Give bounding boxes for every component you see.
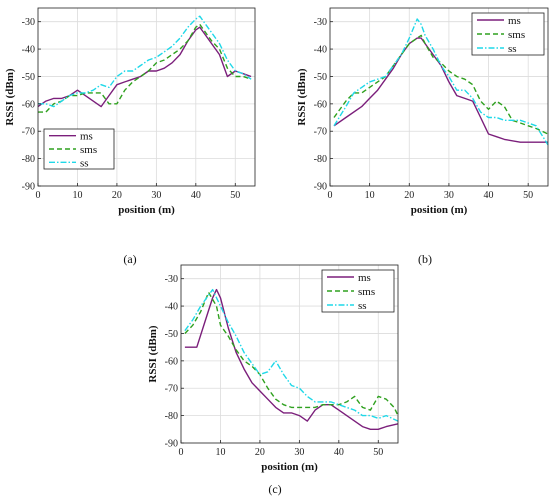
y-tick-label: -70 [165, 384, 178, 395]
series-line-ss [38, 15, 252, 108]
panel-label: (b) [418, 252, 432, 266]
y-tick-label: -80 [22, 154, 35, 165]
x-tick-label: 40 [484, 190, 494, 201]
series-line-sms [184, 291, 399, 416]
x-tick-label: 50 [523, 190, 533, 201]
x-tick-label: 10 [365, 190, 375, 201]
legend-label-ss: ss [80, 157, 89, 169]
x-tick-label: 10 [215, 447, 225, 458]
x-axis-label: position (m) [118, 204, 175, 216]
legend: ms sms ss [471, 12, 545, 56]
chart-panel-2: 0 10 20 30 40 50 -90 -80 -70 -60 -50 -40 -30 position… [296, 7, 549, 266]
x-axis-label: position (m) [261, 461, 318, 473]
x-tick-label: 50 [230, 190, 240, 201]
y-tick-label: -80 [314, 154, 327, 165]
axes-frame [37, 7, 256, 187]
series-line-ss [333, 18, 549, 146]
x-tick-label: 30 [294, 447, 304, 458]
axes-frame [180, 264, 399, 444]
legend-label-ss: ss [508, 43, 517, 55]
y-tick-label: -40 [165, 302, 178, 313]
y-tick-label: -30 [314, 17, 327, 28]
y-tick-label: -50 [314, 72, 327, 83]
y-tick-label: -90 [22, 182, 35, 193]
y-tick-label: -60 [165, 356, 178, 367]
x-tick-label: 20 [112, 190, 122, 201]
y-axis-label: RSSI (dBm) [4, 68, 16, 125]
series-line-sms [333, 34, 549, 135]
chart-panel-1: 0 10 20 30 40 50 -90 -80 -70 -60 -50 -40 -30 position… [4, 7, 256, 266]
legend-label-sms: sms [80, 144, 97, 156]
x-tick-label: 0 [36, 190, 41, 201]
y-tick-label: -50 [165, 329, 178, 340]
legend-label-sms: sms [508, 29, 525, 41]
y-axis-label: RSSI (dBm) [296, 68, 308, 125]
series-line-sms [38, 23, 252, 113]
y-tick-label: -70 [22, 127, 35, 138]
y-tick-label: -40 [314, 45, 327, 56]
y-tick-label: -30 [165, 274, 178, 285]
x-tick-label: 20 [404, 190, 414, 201]
legend-label-ms: ms [358, 272, 371, 284]
y-tick-label: -90 [165, 439, 178, 450]
x-tick-label: 30 [151, 190, 161, 201]
y-tick-label: -90 [314, 182, 327, 193]
panel-label: (c) [268, 482, 281, 496]
y-tick-label: -40 [22, 45, 35, 56]
panel-label: (a) [123, 252, 136, 266]
y-tick-label: -70 [314, 127, 327, 138]
legend-label-ss: ss [358, 300, 367, 312]
series-line-ss [184, 288, 399, 422]
legend-label-ms: ms [508, 15, 521, 27]
y-tick-label: -60 [22, 99, 35, 110]
x-tick-label: 0 [328, 190, 333, 201]
x-axis-label: position (m) [411, 204, 468, 216]
x-tick-label: 10 [72, 190, 82, 201]
series-line-ms [184, 288, 399, 430]
x-tick-label: 50 [373, 447, 383, 458]
x-tick-label: 30 [444, 190, 454, 201]
y-axis-label: RSSI (dBm) [147, 325, 159, 382]
y-tick-label: -60 [314, 99, 327, 110]
y-tick-label: -30 [22, 17, 35, 28]
x-tick-label: 0 [179, 447, 184, 458]
y-tick-label: -80 [165, 411, 178, 422]
chart-panel-3: 0 10 20 30 40 50 -90 -80 -70 -60 -50 -40 -30 position… [147, 264, 399, 496]
y-tick-label: -50 [22, 72, 35, 83]
x-tick-label: 40 [334, 447, 344, 458]
axes-frame [329, 7, 549, 187]
legend-label-sms: sms [358, 286, 375, 298]
x-tick-label: 40 [191, 190, 201, 201]
legend: ms sms ss [321, 269, 395, 313]
legend-label-ms: ms [80, 131, 93, 143]
x-tick-label: 20 [255, 447, 265, 458]
